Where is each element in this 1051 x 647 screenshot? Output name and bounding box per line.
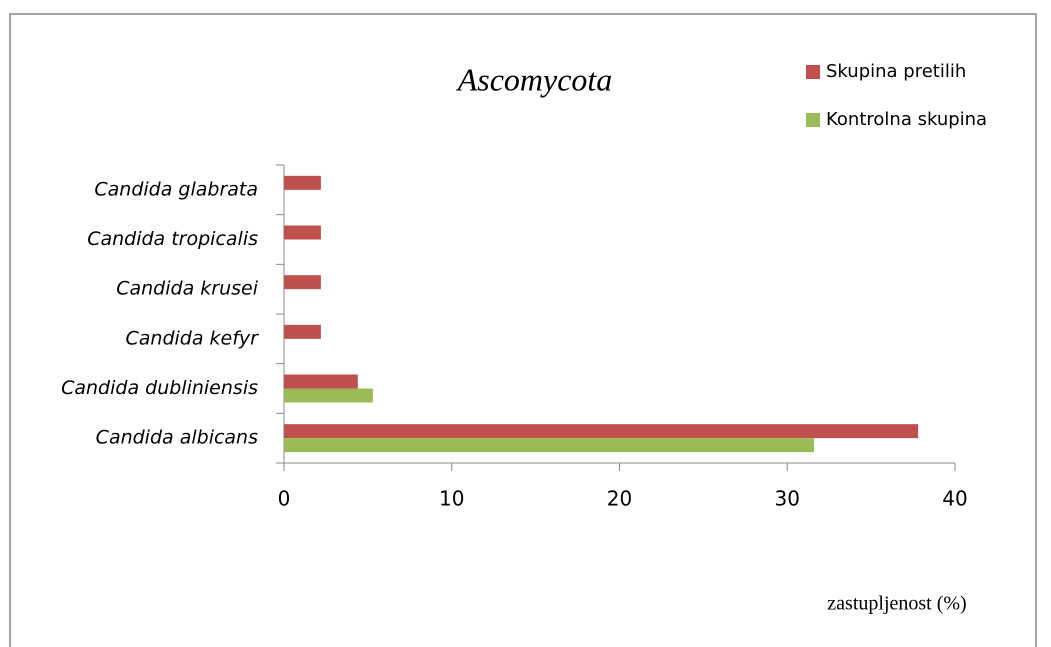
x-tick-label: 20 [607,487,632,511]
y-tick-label: Candida glabrata [94,178,258,200]
y-tick-label: Candida tropicalis [87,228,258,250]
x-tick-label: 30 [775,487,800,511]
chart-frame [9,13,1037,647]
y-tick-label: Candida krusei [116,278,258,300]
y-tick-label: Candida albicans [96,427,258,449]
legend-swatch [806,65,820,79]
y-tick-label: Candida kefyr [126,327,260,349]
legend-swatch [806,113,820,127]
bar [284,175,321,190]
bar [284,324,321,339]
x-tick-label: 10 [439,487,464,511]
legend-label: Skupina pretilih [826,61,966,82]
bar [284,438,815,453]
bar [284,374,358,389]
bar [284,388,373,403]
bar [284,225,321,240]
x-tick-label: 0 [278,487,291,511]
y-tick-label: Candida dubliniensis [61,377,258,399]
bar [284,275,321,290]
bar [284,424,919,439]
legend-label: Kontrolna skupina [826,109,987,130]
x-axis-label: zastupljenost (%) [827,593,966,615]
x-tick-label: 40 [942,487,967,511]
chart-title: Ascomycota [456,61,613,97]
